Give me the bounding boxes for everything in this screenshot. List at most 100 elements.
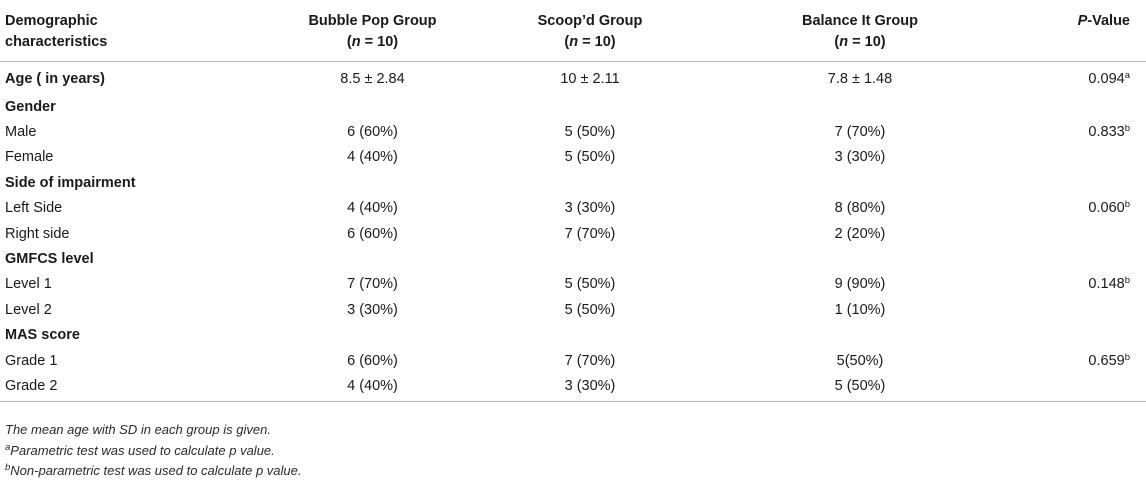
header-demographic-line2: characteristics [5,34,108,50]
table-footnotes: The mean age with SD in each group is gi… [5,420,302,482]
demographics-table: Demographic characteristics Bubble Pop G… [0,0,1146,403]
p-footnote-mark: b [1124,275,1130,287]
cell-bubble-pop: 6 (60%) [347,352,398,369]
header-row: Demographic characteristics Bubble Pop G… [0,0,1146,62]
group-n-var: n [351,34,361,50]
p-value: 0.060 [1088,200,1125,217]
cell-balance-it: 7 (70%) [834,124,886,141]
group-n-open: ( [834,34,840,50]
table-row-age: Age ( in years) 8.5 ± 2.84 10 ± 2.11 7.8… [0,61,1146,95]
cell-p-value [1020,145,1146,170]
row-label: Male [5,124,37,141]
section-gmfcs-level: GMFCS level [0,247,1146,272]
group-n-value: = 10) [360,34,399,50]
section-gender: Gender [0,95,1146,120]
group-name: Balance It Group [801,13,919,29]
table-row-level-2: Level 2 3 (30%) 5 (50%) 1 (10%) [0,298,1146,323]
header-scoopd: Scoop’d Group (n = 10) [480,0,700,62]
cell-scoopd: 3 (30%) [480,373,700,403]
header-balance-it: Balance It Group (n = 10) [700,0,1020,62]
footnote-mark: b [5,462,11,473]
group-n-var: n [839,34,849,50]
cell-p-value [1020,221,1146,246]
section-mas-score: MAS score [0,323,1146,348]
cell-balance-it: 8 (80%) [834,200,886,217]
section-label: Gender [5,98,56,115]
cell-bubble-pop: 4 (40%) [265,373,480,403]
p-italic: P [1077,13,1088,29]
p-footnote-mark: b [1124,199,1130,211]
header-demographic: Demographic characteristics [0,0,265,62]
cell-scoopd: 5 (50%) [564,276,616,293]
table-row-grade-1: Grade 1 6 (60%) 7 (70%) 5(50%) 0.659b [0,348,1146,373]
p-value: 0.833 [1088,124,1125,141]
table-row-female: Female 4 (40%) 5 (50%) 3 (30%) [0,145,1146,170]
cell-balance-it: 1 (10%) [834,301,886,318]
cell-balance-it: 2 (20%) [834,225,886,242]
cell-scoopd: 5 (50%) [564,124,616,141]
p-footnote-mark: a [1124,70,1130,81]
table-row-right-side: Right side 6 (60%) 7 (70%) 2 (20%) [0,221,1146,246]
cell-bubble-pop: 4 (40%) [347,149,398,166]
footnote-non-parametric: bNon-parametric test was used to calcula… [5,461,302,482]
group-n-var: n [569,34,579,50]
cell-p-value: 0.659b [1020,348,1146,373]
table-row-left-side: Left Side 4 (40%) 3 (30%) 8 (80%) 0.060b [0,196,1146,221]
group-name: Scoop’d Group [537,13,643,29]
cell-scoopd: 5 (50%) [564,149,616,166]
group-n-open: ( [346,34,352,50]
p-value: 0.148 [1088,276,1125,293]
p-footnote-mark: b [1124,351,1130,363]
section-label: MAS score [5,327,80,344]
cell-balance-it: 3 (30%) [834,149,886,166]
footnote-text: Parametric test was used to calculate p … [10,442,275,458]
group-n-value: = 10) [578,34,616,50]
cell-scoopd: 3 (30%) [564,200,616,217]
footnote-parametric: aParametric test was used to calculate p… [5,441,302,462]
cell-balance-it: 7.8 ± 1.48 [827,71,893,87]
table-header: Demographic characteristics Bubble Pop G… [0,0,1146,62]
p-rest: -Value [1087,13,1130,29]
group-n-value: = 10) [848,34,886,50]
cell-scoopd: 7 (70%) [564,225,616,242]
cell-p-value: 0.833b [1020,120,1146,145]
cell-bubble-pop: 6 (60%) [347,225,398,242]
cell-bubble-pop: 8.5 ± 2.84 [340,71,405,87]
cell-p-value [1020,373,1146,403]
p-value: 0.094 [1088,71,1125,87]
section-label: GMFCS level [5,251,94,268]
footnote-text: Non-parametric test was used to calculat… [10,463,302,478]
cell-balance-it: 5 (50%) [700,373,1020,403]
cell-bubble-pop: 3 (30%) [347,301,398,318]
cell-p-value: 0.094a [1020,61,1146,95]
row-label: Female [5,149,54,166]
p-value: 0.659 [1088,352,1125,369]
cell-scoopd: 7 (70%) [564,352,616,369]
cell-bubble-pop: 4 (40%) [347,200,398,217]
cell-p-value: 0.148b [1020,272,1146,297]
header-p-value: P-Value [1020,0,1146,62]
row-label: Level 1 [5,276,52,293]
group-n-open: ( [564,34,570,50]
group-name: Bubble Pop Group [308,13,437,29]
section-label: Side of impairment [5,174,136,191]
cell-balance-it: 9 (90%) [834,276,886,293]
cell-p-value: 0.060b [1020,196,1146,221]
cell-bubble-pop: 7 (70%) [347,276,398,293]
cell-p-value [1020,298,1146,323]
row-label: Age ( in years) [5,71,105,87]
cell-bubble-pop: 6 (60%) [347,124,398,141]
footnote-mean-age: The mean age with SD in each group is gi… [5,422,271,437]
row-label: Right side [5,225,70,242]
footnote-mark: a [5,441,11,453]
section-side-of-impairment: Side of impairment [0,171,1146,196]
row-label: Grade 1 [5,352,58,369]
cell-scoopd: 5 (50%) [564,301,616,318]
table-row-level-1: Level 1 7 (70%) 5 (50%) 9 (90%) 0.148b [0,272,1146,297]
row-label: Left Side [5,200,63,217]
p-footnote-mark: b [1124,123,1130,135]
demographics-table-container: Demographic characteristics Bubble Pop G… [0,0,1146,403]
row-label: Level 2 [5,301,52,318]
row-label: Grade 2 [0,373,265,403]
cell-balance-it: 5(50%) [836,352,884,369]
